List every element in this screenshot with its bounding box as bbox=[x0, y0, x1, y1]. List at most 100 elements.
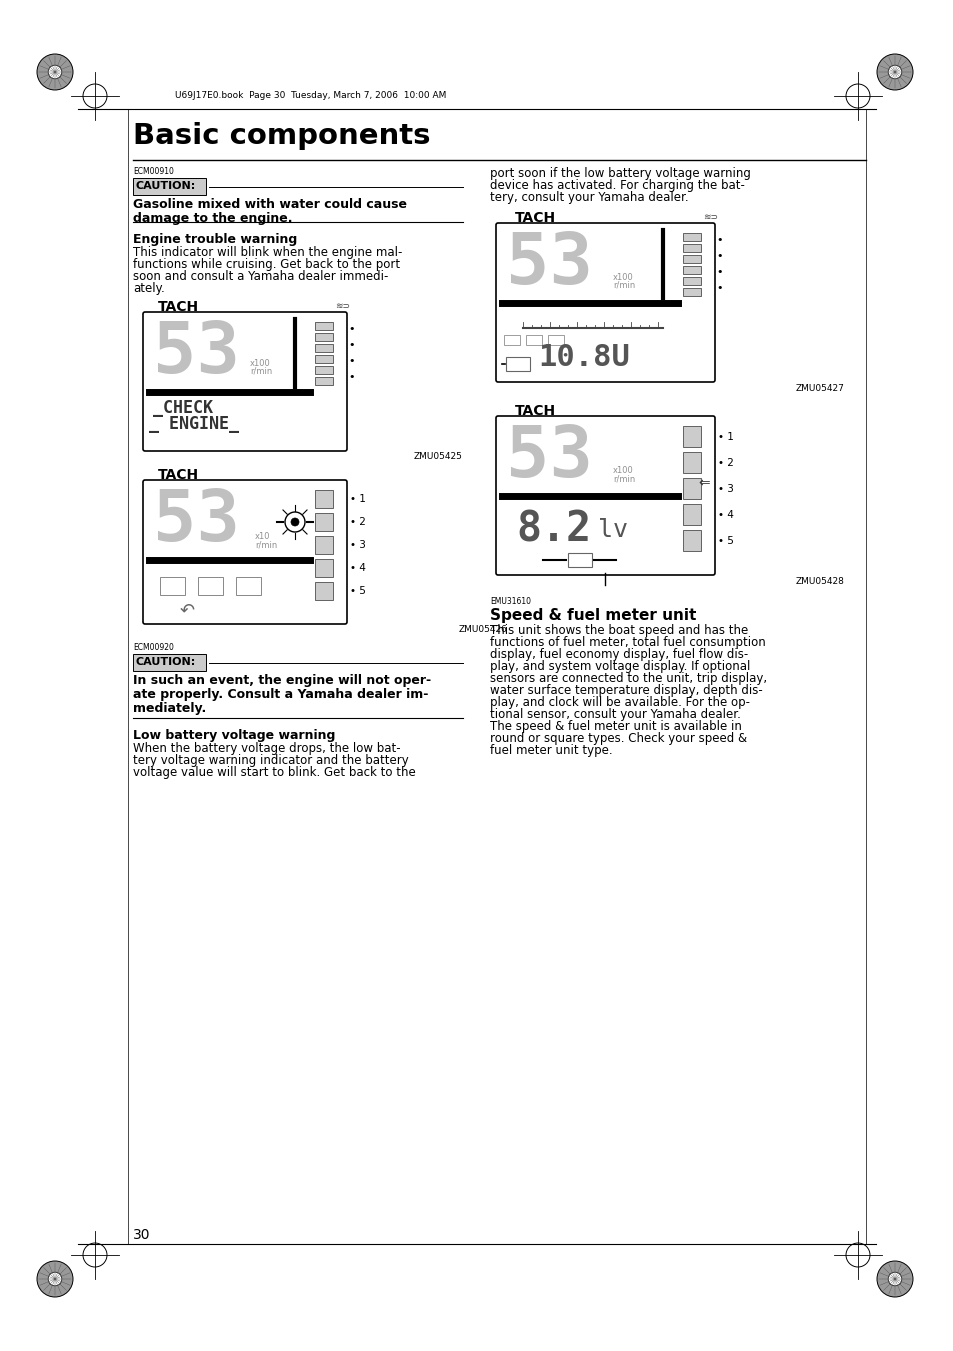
Text: water surface temperature display, depth dis-: water surface temperature display, depth… bbox=[490, 684, 762, 697]
Text: • 4: • 4 bbox=[350, 563, 366, 573]
Circle shape bbox=[48, 1273, 62, 1286]
Text: play, and system voltage display. If optional: play, and system voltage display. If opt… bbox=[490, 661, 750, 673]
Text: • 5: • 5 bbox=[350, 586, 366, 596]
Text: • 4: • 4 bbox=[718, 509, 733, 520]
Bar bbox=[525, 335, 541, 345]
Text: Low battery voltage warning: Low battery voltage warning bbox=[132, 730, 335, 742]
Bar bbox=[503, 335, 519, 345]
Circle shape bbox=[876, 54, 912, 91]
Text: fuel meter unit type.: fuel meter unit type. bbox=[490, 744, 612, 757]
Text: •: • bbox=[348, 340, 355, 350]
Text: Gasoline mixed with water could cause: Gasoline mixed with water could cause bbox=[132, 199, 407, 211]
Text: •: • bbox=[348, 357, 355, 366]
FancyBboxPatch shape bbox=[143, 480, 347, 624]
Text: ZMU05426: ZMU05426 bbox=[458, 626, 507, 634]
Text: ECM00920: ECM00920 bbox=[132, 643, 173, 653]
Text: • 3: • 3 bbox=[718, 484, 733, 494]
Text: ZMU05425: ZMU05425 bbox=[414, 453, 462, 461]
Text: CAUTION:: CAUTION: bbox=[136, 181, 196, 190]
Circle shape bbox=[37, 54, 73, 91]
Text: functions of fuel meter, total fuel consumption: functions of fuel meter, total fuel cons… bbox=[490, 636, 765, 648]
Text: Speed & fuel meter unit: Speed & fuel meter unit bbox=[490, 608, 696, 623]
Bar bbox=[132, 654, 206, 671]
Text: •: • bbox=[716, 235, 721, 245]
Bar bbox=[314, 536, 333, 554]
Text: • 2: • 2 bbox=[718, 458, 733, 467]
Text: tery, consult your Yamaha dealer.: tery, consult your Yamaha dealer. bbox=[490, 190, 688, 204]
Text: damage to the engine.: damage to the engine. bbox=[132, 212, 293, 226]
Text: x100: x100 bbox=[613, 466, 633, 476]
Bar bbox=[235, 577, 261, 594]
Text: x100: x100 bbox=[613, 273, 633, 282]
Text: •: • bbox=[716, 282, 721, 293]
Text: 53: 53 bbox=[152, 486, 240, 557]
Text: display, fuel economy display, fuel flow dis-: display, fuel economy display, fuel flow… bbox=[490, 648, 747, 661]
Bar bbox=[160, 577, 185, 594]
Circle shape bbox=[876, 1260, 912, 1297]
Text: r/min: r/min bbox=[613, 474, 635, 484]
Circle shape bbox=[48, 65, 62, 78]
Text: r/min: r/min bbox=[613, 281, 635, 290]
Text: This indicator will blink when the engine mal-: This indicator will blink when the engin… bbox=[132, 246, 402, 259]
Text: x10: x10 bbox=[254, 532, 271, 540]
Bar bbox=[314, 332, 333, 340]
Bar bbox=[682, 255, 700, 263]
Text: When the battery voltage drops, the low bat-: When the battery voltage drops, the low … bbox=[132, 742, 400, 755]
Text: • 1: • 1 bbox=[718, 432, 733, 442]
Text: lv: lv bbox=[598, 517, 627, 542]
Bar bbox=[682, 426, 700, 447]
Bar bbox=[314, 377, 333, 385]
Bar bbox=[682, 245, 700, 253]
Text: The speed & fuel meter unit is available in: The speed & fuel meter unit is available… bbox=[490, 720, 741, 734]
Bar bbox=[198, 577, 223, 594]
FancyBboxPatch shape bbox=[143, 312, 347, 451]
Bar bbox=[567, 553, 592, 567]
Bar bbox=[314, 355, 333, 363]
Text: r/min: r/min bbox=[250, 367, 272, 376]
Bar bbox=[682, 232, 700, 240]
Circle shape bbox=[887, 65, 901, 78]
Text: play, and clock will be available. For the op-: play, and clock will be available. For t… bbox=[490, 696, 749, 709]
Text: • 1: • 1 bbox=[350, 494, 366, 504]
Text: functions while cruising. Get back to the port: functions while cruising. Get back to th… bbox=[132, 258, 399, 272]
Bar bbox=[132, 178, 206, 195]
Text: _CHECK: _CHECK bbox=[152, 399, 213, 417]
Text: This unit shows the boat speed and has the: This unit shows the boat speed and has t… bbox=[490, 624, 747, 638]
Text: TACH: TACH bbox=[158, 467, 199, 482]
Text: voltage value will start to blink. Get back to the: voltage value will start to blink. Get b… bbox=[132, 766, 416, 780]
Text: ZMU05428: ZMU05428 bbox=[796, 577, 844, 586]
Text: Basic components: Basic components bbox=[132, 122, 430, 150]
Bar bbox=[682, 530, 700, 551]
Text: tery voltage warning indicator and the battery: tery voltage warning indicator and the b… bbox=[132, 754, 408, 767]
Circle shape bbox=[37, 1260, 73, 1297]
Circle shape bbox=[887, 1273, 901, 1286]
FancyBboxPatch shape bbox=[496, 223, 714, 382]
Text: sensors are connected to the unit, trip display,: sensors are connected to the unit, trip … bbox=[490, 671, 766, 685]
Text: ↶: ↶ bbox=[180, 603, 195, 620]
Text: •: • bbox=[716, 267, 721, 277]
Text: Engine trouble warning: Engine trouble warning bbox=[132, 232, 297, 246]
Text: ≋⊃: ≋⊃ bbox=[335, 303, 350, 311]
Text: ECM00910: ECM00910 bbox=[132, 168, 173, 176]
Bar bbox=[314, 345, 333, 353]
Text: TACH: TACH bbox=[515, 404, 556, 417]
Text: ZMU05427: ZMU05427 bbox=[796, 384, 844, 393]
Text: port soon if the low battery voltage warning: port soon if the low battery voltage war… bbox=[490, 168, 750, 180]
Text: mediately.: mediately. bbox=[132, 703, 206, 715]
Text: device has activated. For charging the bat-: device has activated. For charging the b… bbox=[490, 178, 744, 192]
Bar bbox=[682, 288, 700, 296]
Bar bbox=[682, 504, 700, 526]
Bar bbox=[682, 266, 700, 274]
Text: ate properly. Consult a Yamaha dealer im-: ate properly. Consult a Yamaha dealer im… bbox=[132, 688, 428, 701]
Bar bbox=[314, 490, 333, 508]
Text: •: • bbox=[348, 324, 355, 334]
Text: 10.8U: 10.8U bbox=[537, 343, 629, 372]
Text: U69J17E0.book  Page 30  Tuesday, March 7, 2006  10:00 AM: U69J17E0.book Page 30 Tuesday, March 7, … bbox=[174, 91, 446, 100]
FancyBboxPatch shape bbox=[496, 416, 714, 576]
Text: • 3: • 3 bbox=[350, 540, 366, 550]
Bar bbox=[682, 478, 700, 499]
Text: • 2: • 2 bbox=[350, 517, 366, 527]
Bar bbox=[314, 366, 333, 374]
Bar bbox=[547, 335, 563, 345]
Text: 53: 53 bbox=[505, 423, 593, 492]
